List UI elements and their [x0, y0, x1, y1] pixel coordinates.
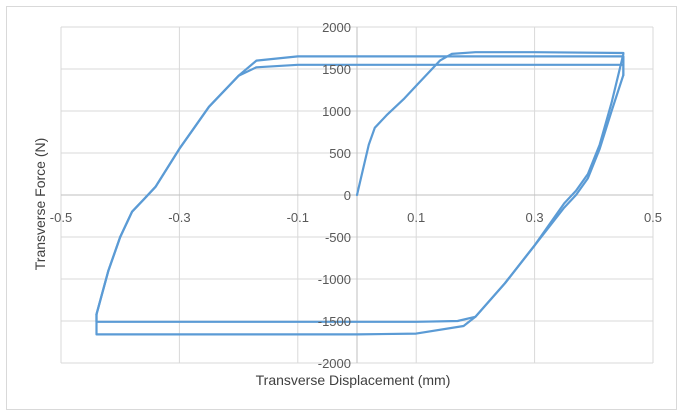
y-tick-label: -1500: [318, 314, 351, 329]
y-tick-label: 1000: [322, 104, 351, 119]
series-layer: [95, 51, 625, 336]
y-tick-label: 500: [329, 146, 351, 161]
chart-frame: -2000 -1500 -1000 -500 0 500 1000 1500 2000 -0.5 -…: [6, 6, 677, 410]
y-tick-label: -1000: [318, 272, 351, 287]
series-line-4: [95, 73, 625, 323]
x-tick-label: 0.3: [526, 210, 544, 225]
series-line-1: [355, 51, 625, 197]
series-line-5: [95, 55, 625, 316]
y-axis-title: Transverse Force (N): [32, 138, 48, 271]
x-tick-label: -0.1: [287, 210, 309, 225]
y-tick-label: 0: [344, 188, 351, 203]
x-tick-label: -0.5: [50, 210, 72, 225]
y-tick-label: 2000: [322, 20, 351, 35]
series-line-2: [95, 52, 625, 336]
y-tick-label: -500: [325, 230, 351, 245]
series-line-3: [95, 63, 625, 316]
tick-labels: -2000 -1500 -1000 -500 0 500 1000 1500 2000 -0.5 -…: [50, 20, 662, 371]
x-tick-label: 0.5: [644, 210, 662, 225]
y-tick-label: -2000: [318, 356, 351, 371]
hysteresis-chart: -2000 -1500 -1000 -500 0 500 1000 1500 2000 -0.5 -…: [32, 20, 662, 388]
x-tick-label: 0.1: [407, 210, 425, 225]
y-tick-label: 1500: [322, 62, 351, 77]
x-axis-title: Transverse Displacement (mm): [256, 372, 451, 388]
x-tick-label: -0.3: [168, 210, 190, 225]
